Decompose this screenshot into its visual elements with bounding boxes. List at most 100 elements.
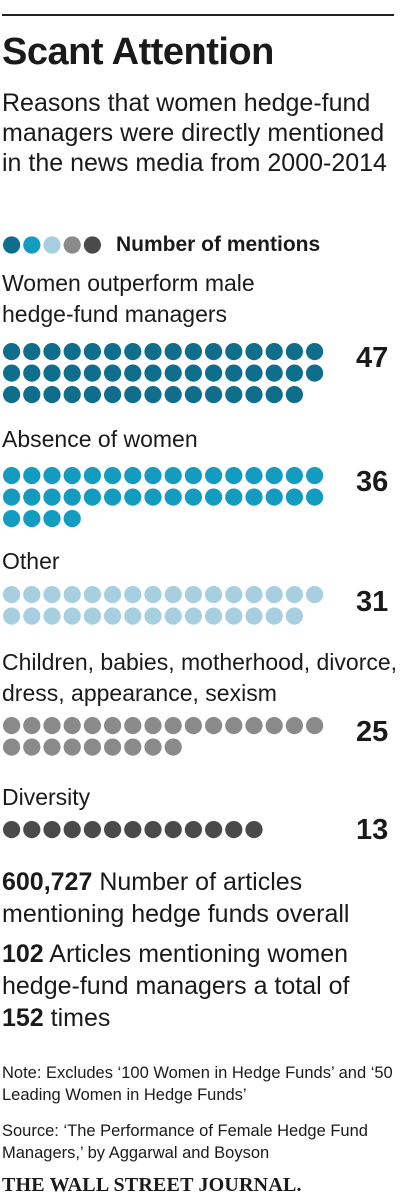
dot-mark (144, 488, 162, 506)
dot-mark (245, 607, 263, 625)
dot-mark (184, 607, 202, 625)
dot-mark (205, 364, 223, 382)
dot-mark (23, 343, 41, 361)
dot-mark (124, 467, 142, 485)
dot-mark (184, 343, 202, 361)
footnote: Note: Excludes ‘100 Women in Hedge Funds… (2, 1064, 393, 1104)
dot-mark (43, 717, 61, 735)
dot-mark (3, 488, 21, 506)
dot-mark (144, 738, 162, 756)
dot-mark (63, 467, 81, 485)
dot-mark (83, 717, 101, 735)
dot-mark (23, 821, 41, 839)
dot-mark (83, 488, 101, 506)
dot-mark (104, 488, 122, 506)
dot-mark (265, 343, 283, 361)
dot-mark (83, 607, 101, 625)
dot-mark (245, 364, 263, 382)
dot-mark (43, 586, 61, 604)
dot-mark (43, 510, 61, 528)
dot-mark (104, 738, 122, 756)
stat-women-articles-text: Articles mentioning women hedge-fund man… (2, 940, 350, 1000)
top-rule (2, 14, 394, 16)
dot-mark (285, 717, 303, 735)
stat-articles-total: 600,727 Number of articles mentioning he… (2, 866, 402, 930)
dot-mark (63, 386, 81, 404)
dot-mark (306, 467, 324, 485)
dot-mark (43, 467, 61, 485)
dot-mark (3, 510, 21, 528)
dot-mark (23, 586, 41, 604)
dot-mark (23, 717, 41, 735)
dot-mark (306, 717, 324, 735)
dot-mark (23, 607, 41, 625)
dot-mark (265, 607, 283, 625)
dot-mark (184, 821, 202, 839)
dot-mark (245, 717, 263, 735)
legend-dot-4 (63, 236, 81, 254)
dot-mark (285, 607, 303, 625)
dot-mark (306, 586, 324, 604)
dot-mark (225, 717, 243, 735)
dot-mark (225, 364, 243, 382)
dot-mark (265, 467, 283, 485)
dot-mark (245, 386, 263, 404)
legend: Number of mentions (2, 232, 320, 258)
dot-mark (184, 467, 202, 485)
value-label-1: 47 (356, 342, 389, 374)
dot-mark (245, 343, 263, 361)
dot-mark (104, 364, 122, 382)
dot-mark (23, 510, 41, 528)
dot-mark (144, 717, 162, 735)
dot-mark (43, 607, 61, 625)
dot-mark (285, 386, 303, 404)
dot-mark (245, 586, 263, 604)
category-label-2: Absence of women (2, 426, 198, 452)
legend-dot-2 (23, 236, 41, 254)
dot-mark (164, 467, 182, 485)
dot-mark (205, 607, 223, 625)
dot-mark (164, 364, 182, 382)
dot-mark (43, 386, 61, 404)
dot-mark (124, 738, 142, 756)
dot-mark (265, 488, 283, 506)
dot-mark (124, 343, 142, 361)
dot-mark (63, 586, 81, 604)
dot-mark (23, 738, 41, 756)
dot-mark (63, 488, 81, 506)
value-label-3: 31 (356, 586, 389, 618)
dot-mark (144, 586, 162, 604)
dot-mark (144, 607, 162, 625)
chart-title: Scant Attention (2, 31, 274, 73)
dot-mark (124, 586, 142, 604)
dot-mark (245, 821, 263, 839)
dot-mark (3, 821, 21, 839)
stat-women-mentions-number: 152 (2, 1004, 44, 1032)
dot-mark (63, 738, 81, 756)
dot-mark (205, 467, 223, 485)
dot-mark (184, 488, 202, 506)
dot-mark (83, 467, 101, 485)
dot-mark (104, 467, 122, 485)
legend-dots (3, 236, 101, 254)
dot-mark (184, 364, 202, 382)
dot-mark (164, 821, 182, 839)
dot-mark (285, 364, 303, 382)
dot-mark (83, 821, 101, 839)
dot-mark (184, 717, 202, 735)
legend-dot-5 (83, 236, 101, 254)
dot-mark (225, 607, 243, 625)
dot-mark (144, 386, 162, 404)
dot-mark (265, 717, 283, 735)
stat-women-articles: 102 Articles mentioning women hedge-fund… (2, 938, 397, 1034)
dot-mark (164, 738, 182, 756)
dot-mark (265, 386, 283, 404)
source-note: Source: ‘The Performance of Female Hedge… (2, 1122, 368, 1162)
dot-mark (63, 364, 81, 382)
dot-mark (83, 386, 101, 404)
legend-dot-3 (43, 236, 61, 254)
dot-mark (43, 488, 61, 506)
dot-mark (124, 488, 142, 506)
chart-subtitle: Reasons that women hedge-fund managers w… (2, 89, 387, 177)
dot-mark (83, 586, 101, 604)
